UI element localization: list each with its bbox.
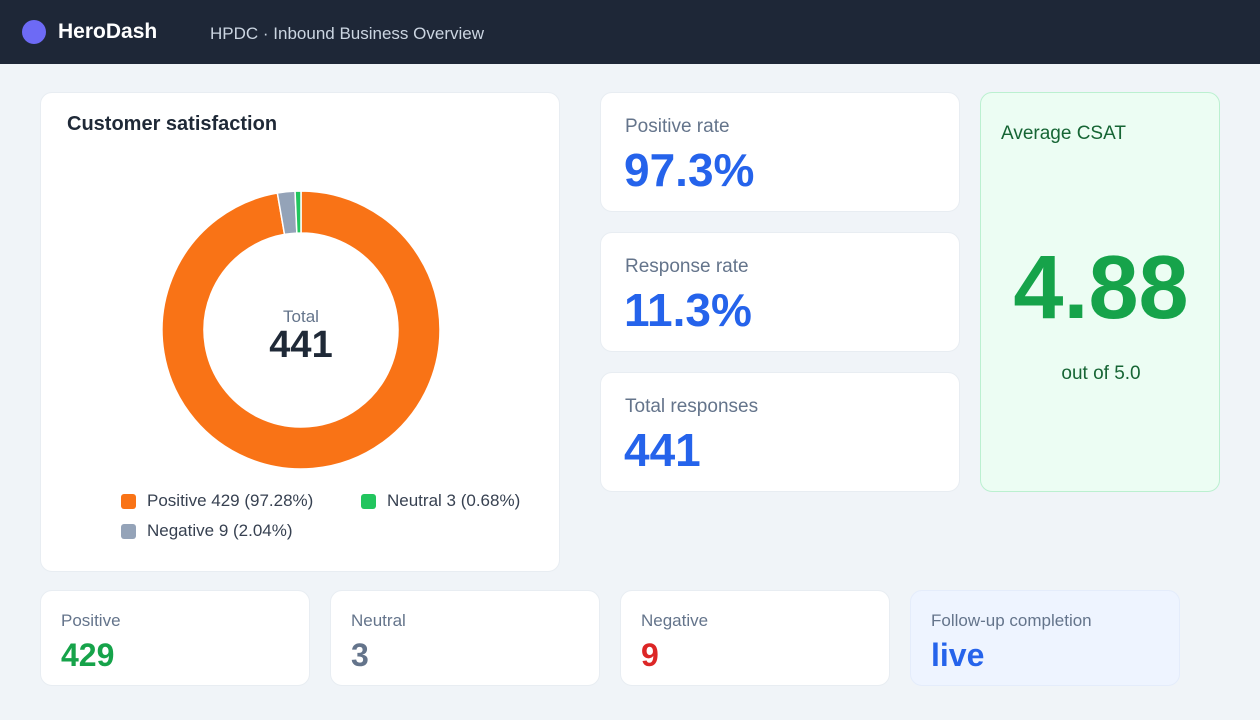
page-title: HPDC · Inbound Business Overview — [210, 24, 485, 43]
stat-value: 3 — [351, 637, 369, 673]
stat-label: Neutral — [351, 611, 406, 630]
card-title: Customer satisfaction — [67, 113, 278, 135]
metric-value: 11.3% — [624, 284, 752, 336]
stat-card-neutral: Neutral 3 — [330, 590, 600, 686]
stat-card-negative: Negative 9 — [620, 590, 890, 686]
stat-label: Positive — [61, 611, 121, 630]
average-csat-label: Average CSAT — [1001, 123, 1126, 144]
metric-value: 97.3% — [624, 144, 755, 196]
donut-center-value: 441 — [269, 324, 333, 366]
legend-swatch — [121, 493, 136, 509]
legend-label: Positive 429 (97.28%) — [147, 491, 314, 510]
stat-label: Negative — [641, 611, 709, 630]
metric-card-positive-rate: Positive rate 97.3% — [600, 92, 960, 212]
legend-swatch — [361, 493, 376, 509]
donut-slice-neutral — [294, 190, 302, 234]
legend-item-negative: Negative 9 (2.04%) — [121, 521, 293, 541]
metric-card-total-responses: Total responses 441 — [600, 372, 960, 492]
metric-label: Total responses — [625, 396, 759, 417]
legend-swatch — [121, 523, 136, 539]
metric-card-response-rate: Response rate 11.3% — [600, 232, 960, 352]
stat-card-positive: Positive 429 — [40, 590, 310, 686]
average-csat-value: 4.88 — [1013, 238, 1189, 338]
legend-item-positive: Positive 429 (97.28%) — [121, 491, 313, 511]
legend-item-neutral: Neutral 3 (0.68%) — [361, 491, 520, 511]
stat-value: 429 — [61, 637, 115, 673]
brand-name: HeroDash — [58, 20, 158, 43]
top-bar: HeroDash HPDC · Inbound Business Overvie… — [0, 0, 1260, 64]
donut-center-label: Total — [283, 307, 319, 326]
average-csat-scale: out of 5.0 — [1061, 363, 1141, 384]
stat-label: Follow-up completion — [931, 611, 1092, 630]
stat-value: live — [931, 637, 985, 673]
metric-value: 441 — [624, 424, 701, 476]
metric-label: Positive rate — [625, 116, 730, 137]
metric-label: Response rate — [625, 256, 749, 277]
legend-label: Neutral 3 (0.68%) — [387, 491, 521, 510]
customer-satisfaction-card: Customer satisfaction Total 441 Positive… — [40, 92, 560, 572]
brand-logo-icon — [22, 20, 46, 44]
average-csat-card: Average CSAT 4.88 out of 5.0 — [980, 92, 1220, 492]
stat-value: 9 — [641, 637, 659, 673]
stat-card-follow-up-completion: Follow-up completion live — [910, 590, 1180, 686]
legend-label: Negative 9 (2.04%) — [147, 521, 293, 540]
donut-slice-positive — [161, 190, 441, 470]
satisfaction-donut-chart — [161, 190, 441, 470]
